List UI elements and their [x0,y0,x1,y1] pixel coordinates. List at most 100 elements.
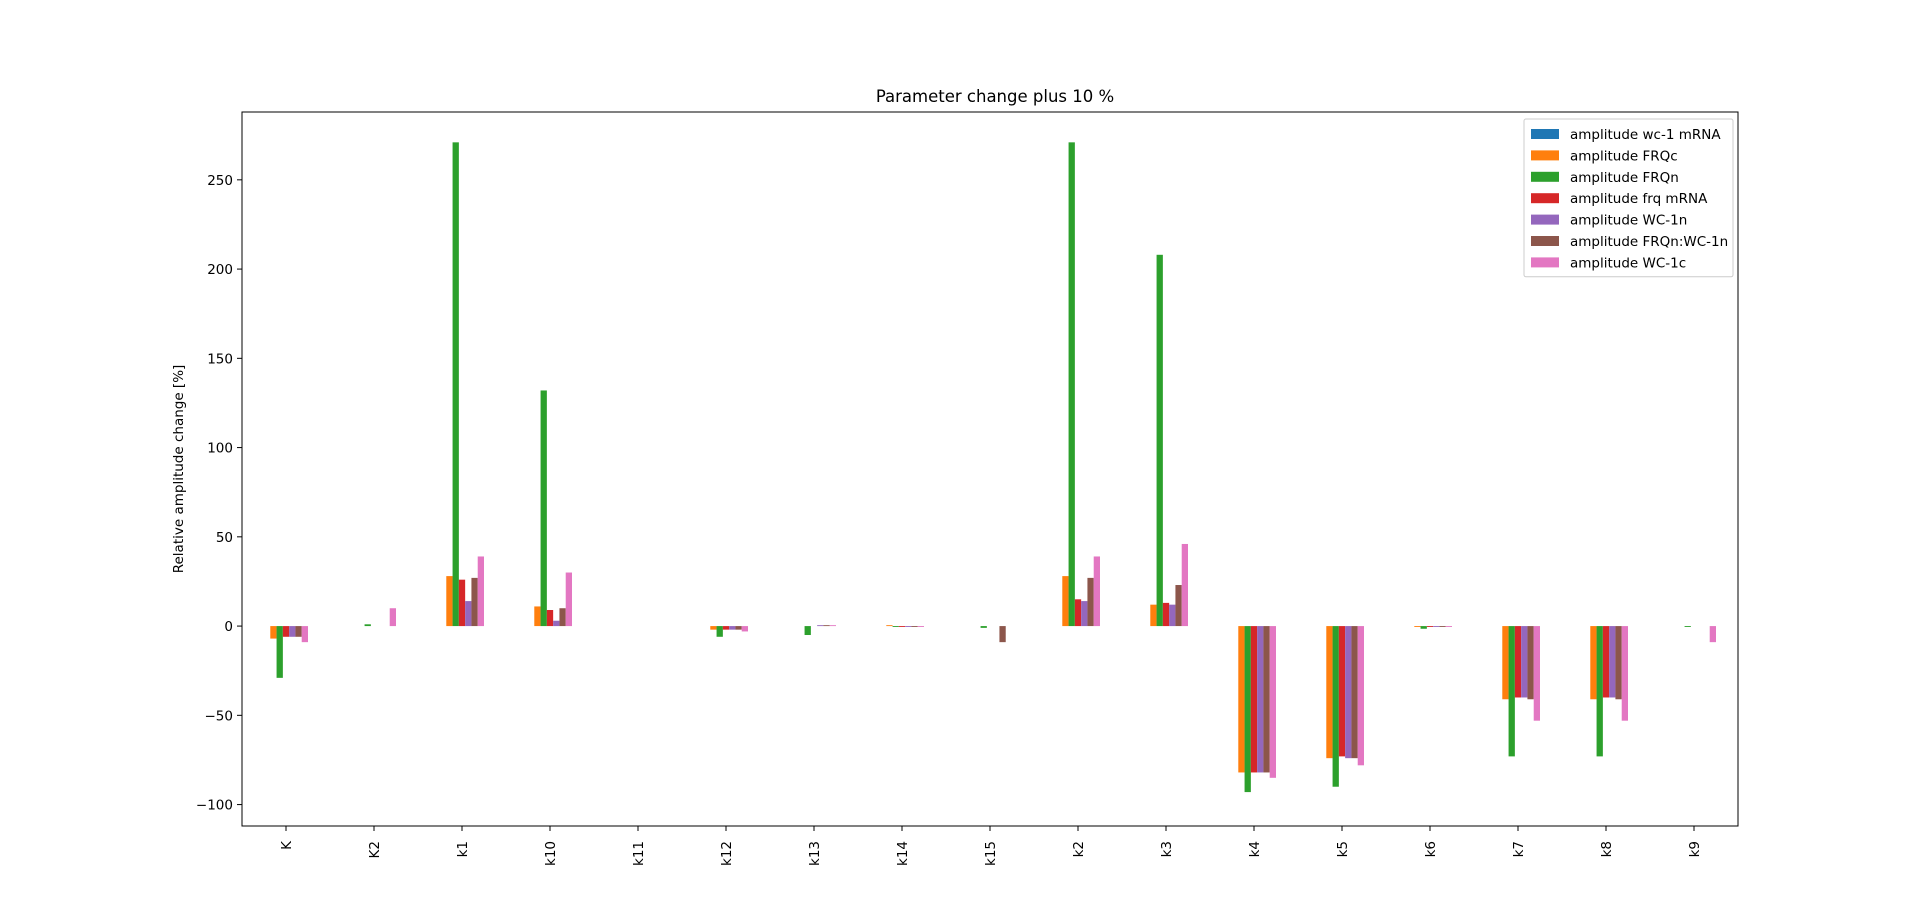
legend-label-1: amplitude FRQc [1570,148,1678,164]
bar-k14-series-1 [886,625,893,627]
bar-k5-series-5 [1351,626,1358,759]
legend-label-0: amplitude wc-1 mRNA [1570,127,1721,143]
legend-label-5: amplitude FRQn:WC-1n [1570,234,1728,250]
bar-k10-series-2 [540,390,547,627]
y-tick-label: −50 [205,708,234,724]
bar-K-series-2 [276,626,283,678]
x-tick-label-K: K [279,840,295,850]
bar-k3-series-3 [1162,602,1170,627]
legend-label-6: amplitude WC-1c [1570,255,1686,271]
bar-k3-series-2 [1156,254,1163,627]
bar-k8-series-6 [1621,626,1628,721]
legend-label-2: amplitude FRQn [1570,170,1679,186]
legend-swatch-2 [1531,171,1559,182]
bar-k8-series-5 [1615,626,1622,700]
bar-k1-series-1 [446,576,453,627]
bar-k2-series-2 [1068,142,1075,627]
bar-k4-series-4 [1257,626,1264,773]
y-tick-label: 0 [224,619,233,635]
x-ticks-group: K K2 k1 k10 k11 k12 k13 k14 k15 k2 k3 k4 k5 k6 k7 k8 k9 [279,826,1703,866]
legend-label-4: amplitude WC-1n [1570,213,1687,229]
x-tick-label-k11: k11 [631,841,647,866]
bar-k13-series-4 [817,625,824,627]
bar-k4-series-3 [1250,626,1258,773]
x-tick-label-k9: k9 [1687,841,1703,857]
bar-k9-series-6 [1709,626,1716,643]
x-tick-label-k13: k13 [807,841,823,866]
bar-k10-series-3 [546,610,554,627]
bar-k13-series-2 [804,626,811,636]
x-tick-label-k14: k14 [895,841,911,866]
bar-k13-series-5 [823,625,830,627]
bar-k7-series-2 [1508,626,1515,757]
bar-k1-series-2 [452,142,459,627]
bar-k6-series-4 [1433,626,1440,627]
y-tick-label: 50 [216,530,233,546]
bar-k10-series-5 [559,608,566,627]
bar-k5-series-3 [1338,626,1346,757]
x-tick-label-k2: k2 [1071,841,1087,857]
y-tick-label: 100 [207,441,233,457]
bar-k5-series-2 [1332,626,1339,787]
bars-group [270,142,1716,793]
bar-k14-series-4 [905,626,912,627]
bar-k5-series-6 [1357,626,1364,766]
legend-swatch-5 [1531,236,1559,246]
bar-k1-series-6 [477,556,484,627]
x-tick-label-k6: k6 [1423,841,1439,857]
bar-k8-series-1 [1590,626,1597,700]
legend-swatch-0 [1531,129,1559,139]
bar-k13-series-6 [829,625,836,627]
bar-k1-series-3 [458,579,466,627]
y-axis-label: Relative amplitude change [%] [171,365,187,574]
bar-k1-series-5 [471,577,478,627]
bar-k2-series-1 [1062,576,1069,627]
y-ticks-group: −100 −50 0 50 100 150 200 250 [196,173,242,814]
bar-k3-series-1 [1150,604,1157,627]
bar-k3-series-6 [1181,543,1188,627]
x-tick-label-k4: k4 [1247,841,1263,857]
y-tick-label: −100 [196,798,233,814]
legend-swatch-6 [1531,257,1559,268]
bar-k5-series-1 [1326,626,1333,759]
bar-k15-series-5 [999,626,1006,643]
bar-k7-series-5 [1527,626,1534,700]
bar-k7-series-4 [1521,626,1528,698]
chart-title: Parameter change plus 10 % [876,87,1114,106]
bar-k7-series-1 [1502,626,1509,700]
legend: amplitude wc-1 mRNA amplitude FRQc amplitu… [1523,118,1734,278]
bar-k6-series-2 [1420,626,1427,629]
bar-k4-series-1 [1238,626,1245,773]
bar-k2-series-5 [1087,577,1094,627]
bar-k7-series-3 [1514,626,1522,698]
x-tick-label-k15: k15 [983,841,999,866]
bar-K-series-4 [289,626,296,637]
bar-k8-series-2 [1596,626,1603,757]
bar-K-series-1 [270,626,277,639]
legend-swatch-3 [1531,193,1559,204]
bar-k10-series-1 [534,606,541,627]
bar-k6-series-5 [1439,626,1446,627]
bar-k8-series-3 [1602,626,1610,698]
bar-k12-series-2 [716,626,723,637]
bar-k12-series-5 [735,626,742,630]
x-tick-label-k8: k8 [1599,841,1615,857]
bar-k4-series-5 [1263,626,1270,773]
x-tick-label-k3: k3 [1159,841,1175,857]
bar-k14-series-5 [911,626,918,627]
x-tick-label-k12: k12 [719,841,735,866]
bar-K2-series-2 [364,624,371,627]
bar-k5-series-4 [1345,626,1352,759]
bar-k6-series-1 [1414,626,1421,627]
bar-k12-series-1 [710,626,717,630]
x-tick-label-K2: K2 [367,841,383,858]
bar-K-series-3 [282,626,290,637]
bar-K-series-6 [301,626,308,643]
bar-k12-series-3 [722,626,730,630]
legend-label-3: amplitude frq mRNA [1570,191,1708,207]
y-tick-label: 250 [207,173,233,189]
bar-k6-series-3 [1426,626,1434,627]
x-tick-label-k1: k1 [455,841,471,857]
x-tick-label-k7: k7 [1511,841,1527,857]
